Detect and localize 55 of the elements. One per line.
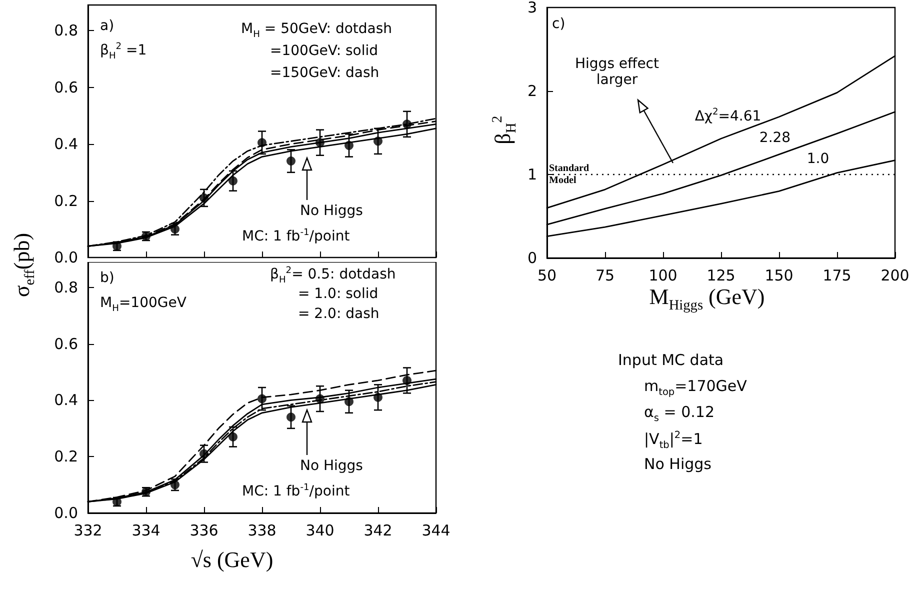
x-tick-label: 100 <box>648 266 678 284</box>
text: Input MC data <box>618 351 724 370</box>
x-tick-label: 150 <box>764 266 794 284</box>
y-tick-label: 0.4 <box>54 391 78 410</box>
annotation: β$_{H}$$^{2}$ =1 <box>100 42 147 62</box>
x-tick-label: 344 <box>422 522 450 540</box>
x-tick-label: 340 <box>306 522 334 540</box>
y-tick-label: 0 <box>527 249 537 267</box>
annotation: No Higgs <box>300 203 363 220</box>
annotation: β$_{H}$$^{2}$= 0.5: dotdash <box>270 266 396 286</box>
annotation: MC: 1 fb$^{-1}$/point <box>242 228 350 245</box>
ref-line-label: Standard Model <box>549 163 592 186</box>
x-tick-label: 342 <box>364 522 392 540</box>
x-tick-label: 125 <box>706 266 736 284</box>
text: m$_{top}$=170GeV <box>644 377 747 398</box>
annotation: No Higgs <box>300 458 363 474</box>
x-tick-label: 338 <box>248 522 276 540</box>
x-tick-label: 75 <box>595 266 615 284</box>
y-tick-label: 0.2 <box>54 192 78 210</box>
annotation: c) <box>552 16 566 32</box>
y-tick-label: 1 <box>527 166 537 184</box>
series-label: Δχ$^{2}$=4.61 <box>694 107 762 124</box>
annotation: = 2.0: dash <box>298 306 380 322</box>
annotation: Higgs effect larger <box>574 56 660 88</box>
x-tick-label: 50 <box>537 266 557 284</box>
annotation: MC: 1 fb$^{-1}$/point <box>242 483 350 500</box>
text: No Higgs <box>644 455 712 474</box>
x-tick-label: 200 <box>880 266 910 284</box>
y-tick-label: 3 <box>527 0 537 16</box>
y-tick-label: 0.4 <box>54 135 78 154</box>
y-tick-label: 2 <box>527 82 537 100</box>
annotation: =150GeV: dash <box>270 65 380 82</box>
annotation: =100GeV: solid <box>270 43 378 60</box>
annotation: = 1.0: solid <box>298 286 378 302</box>
text: |V$_{tb}$|$^{2}$=1 <box>644 430 703 452</box>
x-tick-label: 175 <box>822 266 852 284</box>
x-axis-title: M$_{Higgs}$ (GeV) <box>649 284 765 314</box>
x-tick-label: 332 <box>74 522 102 540</box>
y-tick-label: 0.2 <box>54 448 78 466</box>
annotation: b) <box>100 270 114 286</box>
annotation: M$_{H}$=100GeV <box>100 295 186 314</box>
y-tick-label: 0.0 <box>54 248 78 266</box>
series-label: 2.28 <box>759 130 791 146</box>
x-tick-label: 334 <box>132 522 160 540</box>
y-tick-label: 0.0 <box>54 504 78 522</box>
annotation: M$_{H}$ = 50GeV: dotdash <box>241 21 392 40</box>
y-tick-label: 0.8 <box>54 22 78 40</box>
text: α$_{s}$ = 0.12 <box>644 403 714 424</box>
x-tick-label: 336 <box>190 522 218 540</box>
y-tick-label: 0.6 <box>54 334 78 353</box>
series-label: 1.0 <box>806 150 830 167</box>
x-axis-title: √s (GeV) <box>190 547 274 573</box>
y-tick-label: 0.8 <box>54 278 78 296</box>
y-tick-label: 0.6 <box>54 78 78 96</box>
annotation: a) <box>100 18 114 34</box>
